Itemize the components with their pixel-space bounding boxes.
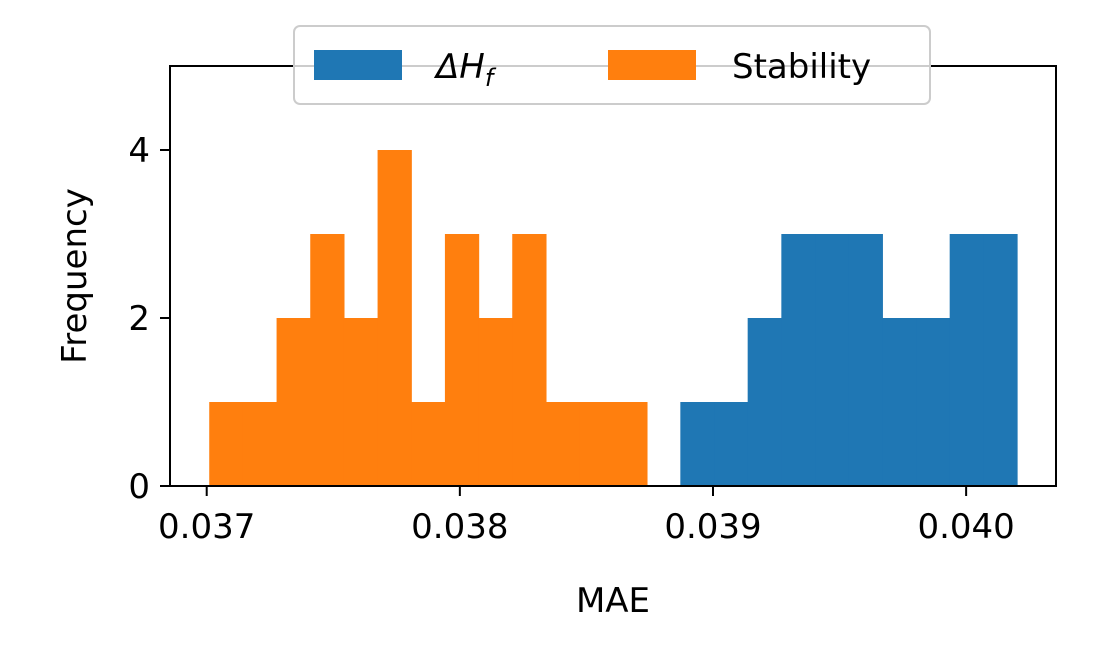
delta-hf-bars [680, 234, 1018, 486]
delta-hf-bar [680, 402, 715, 486]
delta-hf-bar [916, 318, 951, 486]
x-tick-label: 0.037 [158, 507, 255, 547]
stability-bars [209, 150, 648, 486]
stability-bar [579, 402, 614, 486]
stability-bar [310, 234, 345, 486]
legend-swatch-delta-hf [314, 50, 402, 80]
delta-hf-bar [983, 234, 1018, 486]
stability-bar [242, 402, 278, 486]
x-tick-label: 0.040 [917, 507, 1014, 547]
delta-hf-bar [781, 234, 816, 486]
stability-bar [613, 402, 648, 486]
stability-bar [411, 402, 446, 486]
stability-bar [478, 318, 513, 486]
legend-label-delta-hf: ΔHf [433, 47, 497, 92]
y-tick-label: 2 [128, 299, 150, 339]
stability-bar [276, 318, 311, 486]
delta-hf-bar [747, 318, 782, 486]
y-tick-label: 0 [128, 467, 150, 507]
y-axis-label: Frequency [55, 188, 95, 364]
x-axis-label: MAE [576, 581, 650, 621]
legend: ΔHf Stability [293, 25, 931, 105]
delta-hf-bar [882, 318, 917, 486]
legend-label-delta-hf-main: ΔH [433, 47, 485, 87]
stability-bar [343, 318, 379, 486]
x-tick-label: 0.039 [664, 507, 761, 547]
legend-label-stability: Stability [732, 47, 871, 87]
delta-hf-bar [848, 234, 883, 486]
delta-hf-bar [949, 234, 984, 486]
stability-bar [545, 402, 581, 486]
delta-hf-bar [714, 402, 749, 486]
stability-bar [512, 234, 547, 486]
stability-bar [377, 150, 412, 486]
x-tick-label: 0.038 [411, 507, 508, 547]
delta-hf-bar [815, 234, 850, 486]
y-tick-label: 4 [128, 131, 150, 171]
y-axis-ticks: 0 2 4 [128, 131, 170, 507]
stability-bar [444, 234, 480, 486]
stability-bar [209, 402, 244, 486]
legend-swatch-stability [608, 50, 696, 80]
x-axis-ticks: 0.037 0.038 0.039 0.040 [158, 486, 1015, 547]
